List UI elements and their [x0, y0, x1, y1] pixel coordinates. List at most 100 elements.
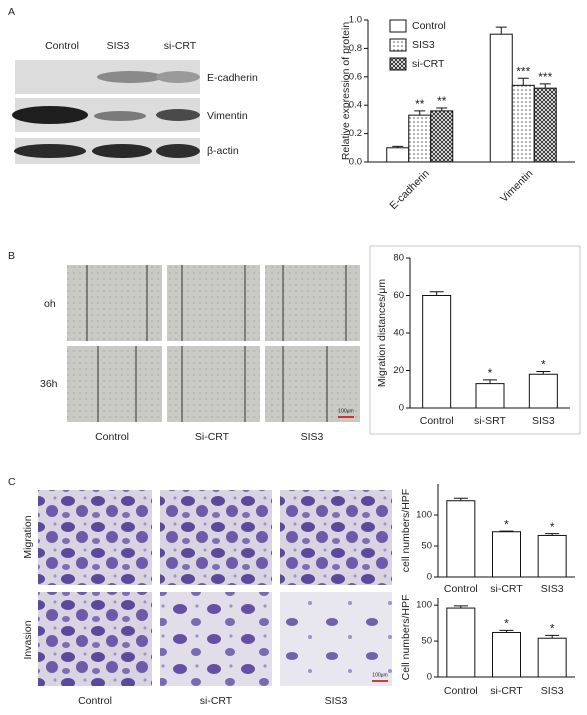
group-label: SIS3: [301, 431, 324, 443]
transwell-images: [38, 490, 392, 686]
error-bar: [392, 145, 404, 148]
scale-bar-label: 100μm: [338, 408, 353, 414]
y-axis-label: Migration distances/μm: [376, 279, 388, 387]
legend-label: SIS3: [412, 39, 435, 51]
bar: [492, 631, 521, 678]
x-tick-label: E-cadherin: [387, 167, 432, 212]
bar: [386, 147, 410, 163]
error-bar: [436, 107, 448, 111]
y-tick-label: 100: [416, 510, 432, 521]
x-tick-label: Control: [420, 415, 454, 427]
legend-swatch: [389, 57, 407, 71]
group-label: si-CRT: [200, 695, 233, 707]
panel-letter: B: [8, 250, 15, 262]
time-label: oh: [44, 298, 56, 310]
bar: [489, 33, 513, 163]
error-bar: [429, 291, 444, 296]
x-tick-label: Control: [444, 583, 478, 595]
bar: [528, 373, 558, 409]
y-tick-label: 50: [421, 636, 432, 647]
y-axis-label: Cell numbers/HPF: [400, 595, 412, 681]
x-tick-label: SIS3: [541, 685, 564, 697]
lane-label: SIS3: [107, 40, 130, 52]
bar: [430, 110, 454, 163]
y-axis-label: cell numbers/HPF: [400, 489, 412, 572]
bar: [408, 114, 432, 163]
y-tick-label: 20: [393, 365, 404, 376]
scale-bar-label: 100μm: [372, 672, 387, 678]
legend-swatch: [389, 38, 407, 52]
legend-label: si-CRT: [412, 58, 445, 70]
error-bar: [545, 533, 560, 536]
error-bar: [453, 605, 468, 609]
bar: [446, 500, 476, 578]
assay-label: Migration: [22, 515, 34, 558]
wound-images: [67, 265, 360, 422]
error-bar: [536, 370, 551, 375]
legend-swatch: [389, 19, 407, 33]
group-label: SIS3: [325, 695, 348, 707]
bar: [475, 383, 505, 409]
lane-label: si-CRT: [164, 40, 197, 52]
error-bar: [495, 26, 507, 35]
x-tick-label: Vimentin: [498, 167, 535, 204]
group-label: Control: [78, 695, 112, 707]
y-tick-label: 0: [427, 672, 432, 683]
error-bar: [499, 629, 514, 633]
protein-label: E-cadherin: [207, 72, 258, 84]
panel-letter: A: [8, 6, 15, 18]
error-bar: [483, 379, 497, 384]
significance-label: **: [415, 97, 425, 111]
significance-label: **: [437, 94, 447, 108]
y-tick-label: 60: [393, 290, 404, 301]
significance-label: ***: [538, 70, 552, 84]
y-tick-label: 0.4: [349, 100, 362, 111]
error-bar: [499, 530, 514, 532]
error-bar: [539, 83, 551, 89]
time-label: 36h: [40, 378, 58, 390]
x-tick-label: si-SRT: [474, 415, 506, 427]
y-tick-label: 1.0: [349, 15, 362, 26]
x-tick-label: si-CRT: [490, 685, 523, 697]
significance-label: *: [488, 366, 493, 380]
x-tick-label: SIS3: [532, 415, 555, 427]
y-axis-label: Relative expression of protein: [340, 22, 352, 160]
y-tick-label: 0.0: [349, 157, 362, 168]
panel-letter: C: [8, 476, 16, 488]
significance-label: *: [550, 520, 555, 534]
y-tick-label: 40: [393, 328, 404, 339]
x-tick-label: SIS3: [541, 583, 564, 595]
y-tick-label: 50: [421, 541, 432, 552]
y-tick-label: 0.2: [349, 128, 362, 139]
x-tick-label: si-CRT: [490, 583, 523, 595]
y-tick-label: 0: [427, 572, 432, 583]
y-tick-label: 0: [399, 403, 404, 414]
bar: [537, 637, 567, 678]
significance-label: *: [504, 616, 509, 630]
error-bar: [545, 634, 560, 639]
western-blot: [12, 60, 200, 164]
protein-label: β-actin: [207, 145, 239, 157]
group-label: Control: [95, 431, 129, 443]
group-label: Si-CRT: [195, 431, 230, 443]
y-tick-label: 0.6: [349, 71, 362, 82]
bar: [511, 84, 535, 163]
x-tick-label: Control: [444, 685, 478, 697]
error-bar: [517, 77, 529, 86]
significance-label: *: [541, 358, 546, 372]
y-tick-label: 80: [393, 253, 404, 264]
bar: [537, 534, 567, 578]
bar: [533, 87, 557, 163]
protein-label: Vimentin: [207, 110, 248, 122]
chart-frame: [369, 245, 581, 435]
bar: [492, 531, 521, 578]
significance-label: *: [550, 622, 555, 636]
y-tick-label: 100: [416, 600, 432, 611]
bar: [446, 607, 476, 678]
significance-label: *: [504, 517, 509, 531]
significance-label: ***: [516, 64, 530, 78]
y-tick-label: 0.8: [349, 43, 362, 54]
assay-label: Invasion: [22, 620, 34, 659]
legend-label: Control: [412, 20, 446, 32]
